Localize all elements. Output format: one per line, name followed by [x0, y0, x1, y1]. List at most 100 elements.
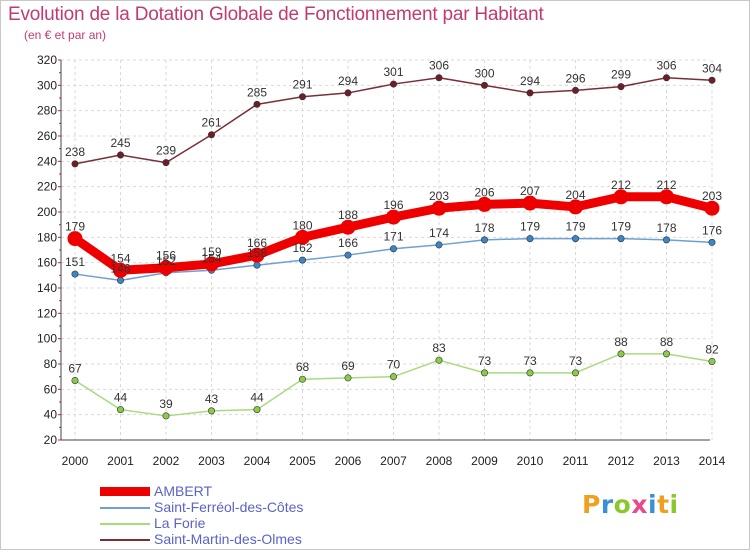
x-tick-label: 2002 [153, 454, 180, 468]
data-point[interactable] [253, 261, 261, 269]
data-point[interactable] [480, 369, 488, 377]
legend-item-la-forie[interactable]: La Forie [100, 515, 360, 532]
data-label: 43 [205, 392, 219, 406]
data-label: 188 [338, 208, 358, 222]
data-label: 83 [432, 341, 446, 355]
x-tick-label: 2005 [289, 454, 316, 468]
data-label: 207 [520, 184, 540, 198]
data-point[interactable] [253, 100, 261, 108]
data-point[interactable] [662, 74, 670, 82]
data-point[interactable] [208, 407, 216, 415]
data-point[interactable] [71, 270, 79, 278]
data-point[interactable] [480, 81, 488, 89]
data-point[interactable] [162, 159, 170, 167]
data-point[interactable] [568, 199, 583, 215]
data-label: 68 [296, 360, 310, 374]
data-point[interactable] [571, 369, 579, 377]
data-point[interactable] [386, 209, 401, 225]
data-point[interactable] [480, 236, 488, 244]
y-tick-label: 140 [37, 281, 57, 295]
data-point[interactable] [435, 74, 443, 82]
data-point[interactable] [249, 247, 265, 263]
data-point[interactable] [389, 80, 397, 88]
data-point[interactable] [298, 93, 306, 101]
x-tick-label: 2014 [699, 454, 726, 468]
data-point[interactable] [613, 189, 629, 205]
data-point[interactable] [117, 151, 125, 159]
data-point[interactable] [435, 356, 443, 364]
data-point[interactable] [389, 373, 397, 381]
data-point[interactable] [71, 376, 79, 384]
data-label: 245 [110, 136, 130, 150]
data-label: 70 [387, 358, 401, 372]
data-label: 88 [660, 335, 674, 349]
data-point[interactable] [298, 256, 306, 264]
data-point[interactable] [158, 260, 174, 276]
legend-item-saint-ferreol[interactable]: Saint-Ferréol-des-Côtes [100, 499, 360, 516]
y-tick-label: 180 [37, 230, 57, 244]
data-point[interactable] [162, 412, 170, 420]
data-point[interactable] [113, 262, 128, 278]
data-point[interactable] [662, 236, 670, 244]
data-point[interactable] [662, 350, 670, 358]
x-tick-label: 2000 [62, 454, 89, 468]
data-label: 212 [656, 178, 676, 192]
axes: 20 40 60 80 100 120 140 160 180 200 220 240 260 280 30… [37, 53, 726, 468]
data-label: 179 [65, 220, 85, 234]
data-label: 88 [614, 335, 628, 349]
data-point[interactable] [298, 375, 306, 383]
data-point[interactable] [253, 406, 261, 414]
data-point[interactable] [704, 200, 720, 216]
data-point[interactable] [117, 406, 125, 414]
data-label: 67 [68, 361, 82, 375]
data-label: 39 [159, 397, 173, 411]
data-point[interactable] [526, 235, 534, 243]
data-label: 146 [110, 261, 130, 275]
data-label: 152 [156, 254, 176, 268]
data-label: 73 [569, 354, 583, 368]
data-point[interactable] [617, 350, 625, 358]
data-point[interactable] [477, 196, 492, 212]
x-tick-label: 2004 [244, 454, 271, 468]
legend-item-ambert[interactable]: AMBERT [100, 483, 360, 500]
chart-title: Evolution de la Dotation Globale de Fonc… [8, 4, 544, 25]
data-point[interactable] [295, 229, 310, 245]
data-point[interactable] [571, 235, 579, 243]
data-point[interactable] [526, 369, 534, 377]
y-tick-label: 300 [37, 78, 57, 92]
data-point[interactable] [708, 238, 716, 246]
data-label: 179 [520, 220, 540, 234]
data-point[interactable] [344, 374, 352, 382]
data-point[interactable] [435, 241, 443, 249]
data-label: 212 [611, 178, 631, 192]
legend-swatch-ambert [100, 487, 150, 496]
data-point[interactable] [117, 276, 125, 284]
x-tick-label: 2006 [335, 454, 362, 468]
data-point[interactable] [71, 160, 79, 168]
data-point[interactable] [340, 219, 356, 235]
data-label: 44 [114, 391, 128, 405]
data-point[interactable] [522, 195, 538, 211]
data-point[interactable] [659, 189, 674, 205]
data-label: 159 [201, 245, 221, 259]
data-point[interactable] [708, 76, 716, 84]
data-point[interactable] [208, 131, 216, 139]
data-point[interactable] [708, 357, 716, 365]
data-point[interactable] [431, 200, 447, 216]
data-point[interactable] [389, 245, 397, 253]
legend-item-saint-martin[interactable]: Saint-Martin-des-Olmes [100, 531, 360, 548]
data-point[interactable] [571, 86, 579, 94]
data-label: 158 [247, 246, 267, 260]
data-point[interactable] [204, 256, 219, 272]
data-label: 166 [338, 236, 358, 250]
data-label: 69 [341, 359, 355, 373]
y-tick-label: 80 [44, 357, 58, 371]
data-point[interactable] [67, 231, 83, 247]
data-point[interactable] [526, 89, 534, 97]
data-point[interactable] [617, 235, 625, 243]
data-point[interactable] [617, 83, 625, 91]
data-label: 299 [611, 68, 631, 82]
data-point[interactable] [344, 251, 352, 259]
data-point[interactable] [344, 89, 352, 97]
